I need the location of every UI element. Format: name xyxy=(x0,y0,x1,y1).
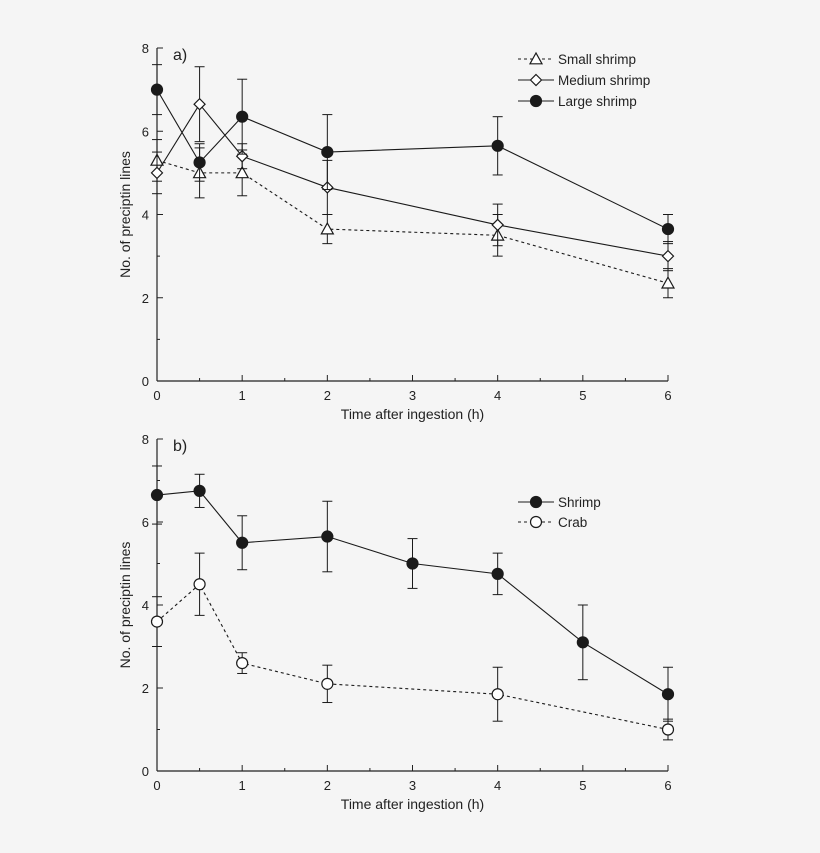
series-line xyxy=(156,89,669,230)
data-point xyxy=(193,578,206,591)
data-point xyxy=(321,677,334,690)
data-point xyxy=(236,536,249,549)
panel-1: 0 1 2 3 4 5 6 0 2 4 6 8 Time after ingestion (h) No. … xyxy=(117,41,676,422)
x-tick-label: 1 xyxy=(239,388,246,403)
data-point xyxy=(236,656,249,670)
x-tick-label: 6 xyxy=(664,388,671,403)
data-point xyxy=(661,249,675,263)
x-tick-label: 6 xyxy=(664,778,671,793)
x-tick-label: 5 xyxy=(579,388,586,403)
series-2 xyxy=(150,552,675,741)
series-line xyxy=(156,583,669,731)
legend-label: Large shrimp xyxy=(558,94,637,109)
legend-marker xyxy=(528,51,544,65)
legend-marker xyxy=(529,515,543,529)
legend: Shrimp Crab xyxy=(518,495,601,530)
series-line xyxy=(156,490,669,695)
data-point xyxy=(193,156,206,169)
data-point xyxy=(660,275,676,289)
data-point xyxy=(406,557,419,570)
x-axis-label: Time after ingestion (h) xyxy=(341,406,484,422)
data-point xyxy=(491,139,504,152)
data-point xyxy=(193,97,206,111)
x-tick-label: 4 xyxy=(494,388,501,403)
x-tick-label: 2 xyxy=(324,388,331,403)
x-tick-label: 2 xyxy=(324,778,331,793)
x-axis-label: Time after ingestion (h) xyxy=(341,796,484,812)
y-axis-label: No. of preciptin lines xyxy=(117,542,133,669)
panel-2: 0 1 2 3 4 5 6 0 2 4 6 8 Time after ingestion (h) No. … xyxy=(117,432,675,812)
legend: Small shrimp Medium shrimp Large shrimp xyxy=(518,51,650,109)
x-tick-label: 3 xyxy=(409,778,416,793)
data-point xyxy=(576,636,589,649)
legend-marker xyxy=(529,495,543,509)
data-point xyxy=(193,484,206,497)
series-1 xyxy=(149,139,676,299)
legend-label: Shrimp xyxy=(558,495,601,510)
x-tick-label: 3 xyxy=(409,388,416,403)
y-axis-label: No. of preciptin lines xyxy=(117,151,133,278)
x-tick-label: 0 xyxy=(153,388,160,403)
y-tick-label: 2 xyxy=(142,681,149,696)
data-point xyxy=(150,488,164,502)
legend-marker xyxy=(529,94,543,108)
legend-marker xyxy=(529,73,543,87)
data-point xyxy=(321,145,334,159)
data-point xyxy=(321,530,334,543)
legend-label: Medium shrimp xyxy=(558,73,650,88)
panel-label: b) xyxy=(173,438,187,455)
data-point xyxy=(661,222,675,236)
data-point xyxy=(150,166,164,180)
y-tick-label: 8 xyxy=(142,432,149,447)
data-point xyxy=(661,723,675,736)
y-tick-label: 0 xyxy=(142,764,149,779)
y-tick-label: 4 xyxy=(142,208,149,223)
x-tick-label: 5 xyxy=(579,778,586,793)
series-1 xyxy=(150,465,675,722)
data-point xyxy=(320,221,335,235)
data-point xyxy=(491,688,504,701)
series-line xyxy=(156,159,669,284)
y-tick-label: 4 xyxy=(142,598,149,613)
y-tick-label: 0 xyxy=(142,374,149,389)
legend-label: Small shrimp xyxy=(558,52,636,67)
data-point xyxy=(491,567,504,580)
x-tick-label: 4 xyxy=(494,778,501,793)
y-tick-label: 6 xyxy=(142,515,149,530)
legend-label: Crab xyxy=(558,515,587,530)
x-tick-label: 1 xyxy=(239,778,246,793)
data-point xyxy=(150,615,164,628)
series-3 xyxy=(150,64,675,245)
y-tick-label: 6 xyxy=(142,124,149,139)
data-point xyxy=(235,165,250,179)
data-point xyxy=(491,218,505,232)
series-line xyxy=(156,103,669,257)
x-tick-label: 0 xyxy=(153,778,160,793)
data-point xyxy=(150,83,164,96)
data-point xyxy=(661,688,675,701)
y-tick-label: 8 xyxy=(142,41,149,56)
panel-label: a) xyxy=(173,47,187,64)
y-tick-label: 2 xyxy=(142,291,149,306)
data-point xyxy=(236,110,249,123)
